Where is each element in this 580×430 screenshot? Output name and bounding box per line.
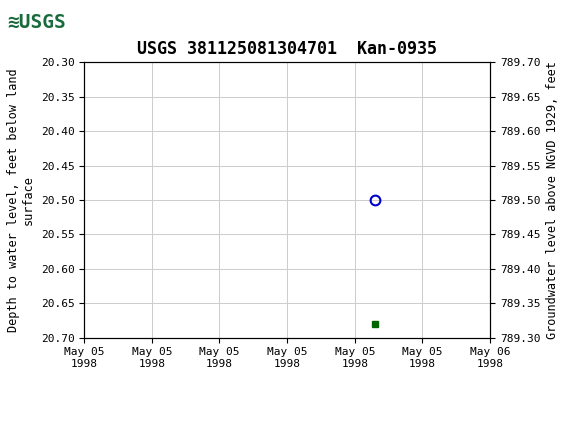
FancyBboxPatch shape — [5, 3, 71, 42]
Y-axis label: Groundwater level above NGVD 1929, feet: Groundwater level above NGVD 1929, feet — [546, 61, 559, 339]
Title: USGS 381125081304701  Kan-0935: USGS 381125081304701 Kan-0935 — [137, 40, 437, 58]
Text: ≋USGS: ≋USGS — [7, 13, 66, 32]
Y-axis label: Depth to water level, feet below land
surface: Depth to water level, feet below land su… — [7, 68, 35, 332]
